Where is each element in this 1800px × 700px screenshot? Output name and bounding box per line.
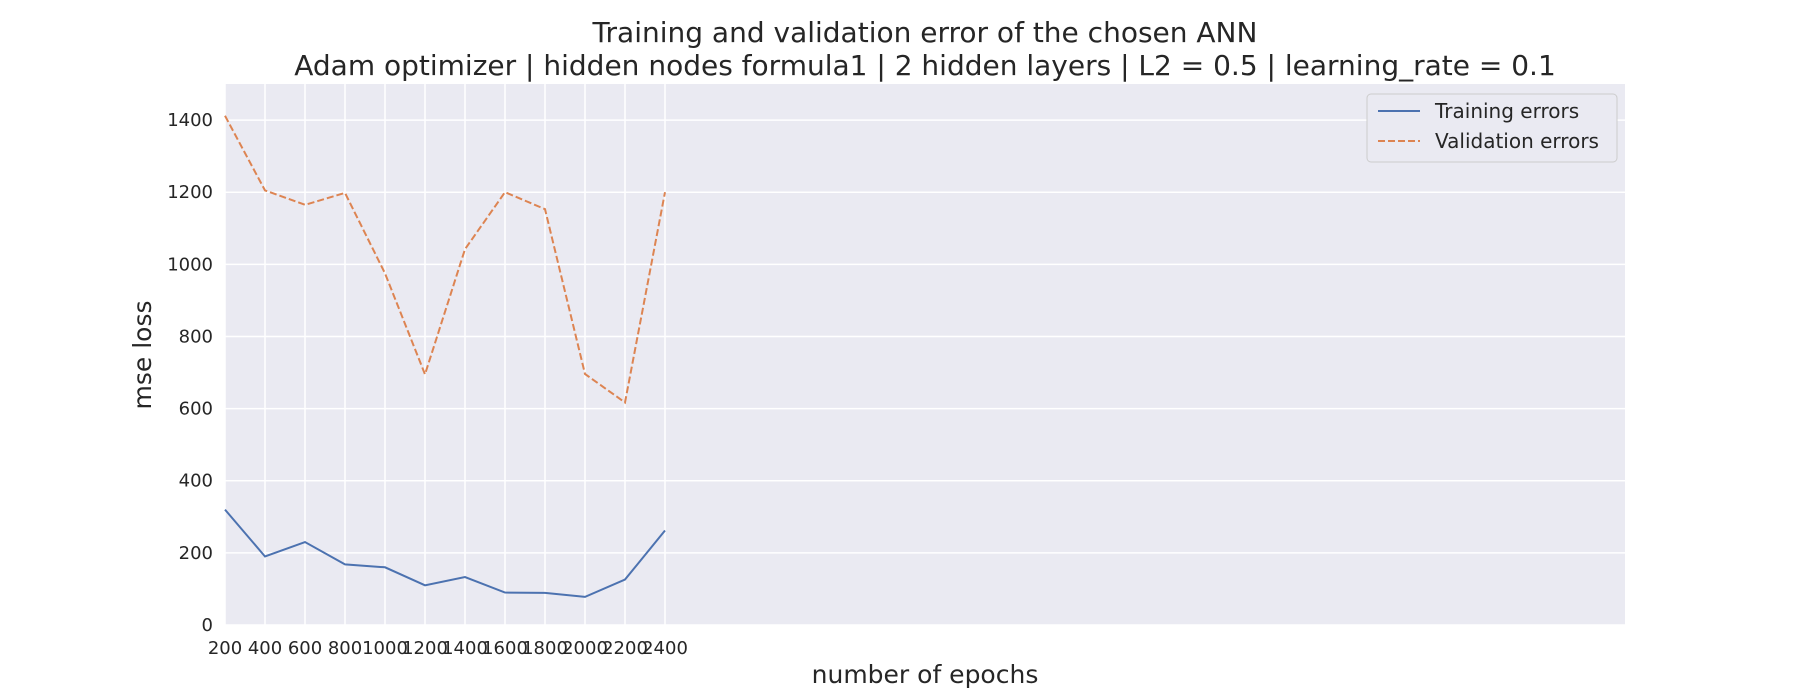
- grid-lines: [224, 84, 1625, 626]
- y-tick-label: 1400: [167, 110, 213, 131]
- x-tick-label: 800: [328, 638, 362, 659]
- plot-area: [225, 84, 1625, 625]
- series-line-validation: [224, 115, 666, 405]
- x-tick-labels: 200 400 600 800 1000120014001600180020002200…: [208, 638, 688, 659]
- chart-title: Training and validation error of the cho…: [592, 16, 1258, 49]
- series-lines: [224, 115, 666, 598]
- legend: Training errors Validation errors: [1366, 93, 1618, 163]
- x-tick-label: 1600: [482, 638, 528, 659]
- x-tick-label: 2200: [602, 638, 648, 659]
- chart-subtitle: Adam optimizer | hidden nodes formula1 |…: [294, 49, 1556, 82]
- y-axis-label: mse loss: [128, 301, 157, 410]
- x-tick-label: 1400: [442, 638, 488, 659]
- x-tick-label: 600: [288, 638, 322, 659]
- x-tick-label: 1000: [362, 638, 408, 659]
- x-tick-label: 2400: [642, 638, 688, 659]
- y-tick-label: 0: [202, 615, 213, 636]
- x-axis-label: number of epochs: [812, 660, 1039, 689]
- y-tick-label: 1200: [167, 182, 213, 203]
- y-tick-labels: 0 200 400 600 800 1000 1200 1400: [167, 110, 213, 636]
- x-tick-label: 1200: [402, 638, 448, 659]
- series-line-training: [224, 508, 666, 598]
- y-tick-label: 1000: [167, 254, 213, 275]
- y-tick-label: 200: [179, 543, 213, 564]
- x-tick-label: 200: [208, 638, 242, 659]
- y-tick-label: 400: [179, 471, 213, 492]
- y-tick-label: 600: [179, 399, 213, 420]
- x-tick-label: 1800: [522, 638, 568, 659]
- legend-label-validation: Validation errors: [1435, 129, 1599, 153]
- legend-label-training: Training errors: [1434, 99, 1579, 123]
- x-tick-label: 2000: [562, 638, 608, 659]
- legend-box: [1366, 93, 1618, 163]
- y-tick-label: 800: [179, 326, 213, 347]
- x-tick-label: 400: [248, 638, 282, 659]
